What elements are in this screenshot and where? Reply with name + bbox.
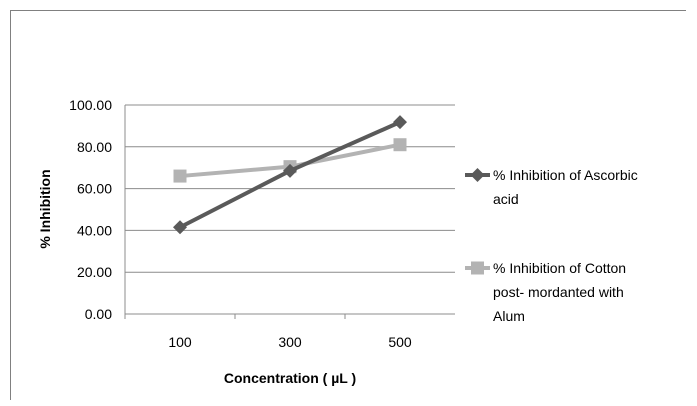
legend-label: % Inhibition of Ascorbic [493,167,638,183]
data-point [173,169,187,183]
data-point [173,220,187,235]
data-point [393,115,407,130]
x-tick-label: 100 [168,334,192,350]
legend-item: % Inhibition of Cotton post- mordanted wi… [465,260,626,324]
x-axis-title: Concentration ( µL ) [224,370,356,386]
axes [124,105,455,319]
tick-labels: 0.00 20.00 40.00 60.00 80.00 100.00 100 300 500 [69,97,412,350]
y-tick-label: 100.00 [69,97,112,113]
legend-marker [471,261,484,275]
y-tick-label: 60.00 [77,181,112,197]
series [173,115,407,235]
x-tick-label: 300 [278,334,302,350]
y-tick-label: 0.00 [85,306,112,322]
y-tick-label: 40.00 [77,222,112,238]
gridlines [125,104,455,273]
legend-label: post- mordanted with [493,284,624,300]
legend-label: acid [493,191,519,207]
series-1 [173,115,407,235]
y-axis-title: % Inhibition [37,169,53,248]
chart-frame [10,10,686,400]
y-tick-label: 80.00 [77,139,112,155]
data-point [393,138,407,152]
x-tick-label: 500 [388,334,412,350]
legend-label: % Inhibition of Cotton [493,260,626,276]
legend-label: Alum [493,308,525,324]
legend-marker [470,168,485,182]
legend-item: % Inhibition of Ascorbic acid [465,167,638,207]
data-point [283,163,297,178]
y-tick-label: 20.00 [77,264,112,280]
